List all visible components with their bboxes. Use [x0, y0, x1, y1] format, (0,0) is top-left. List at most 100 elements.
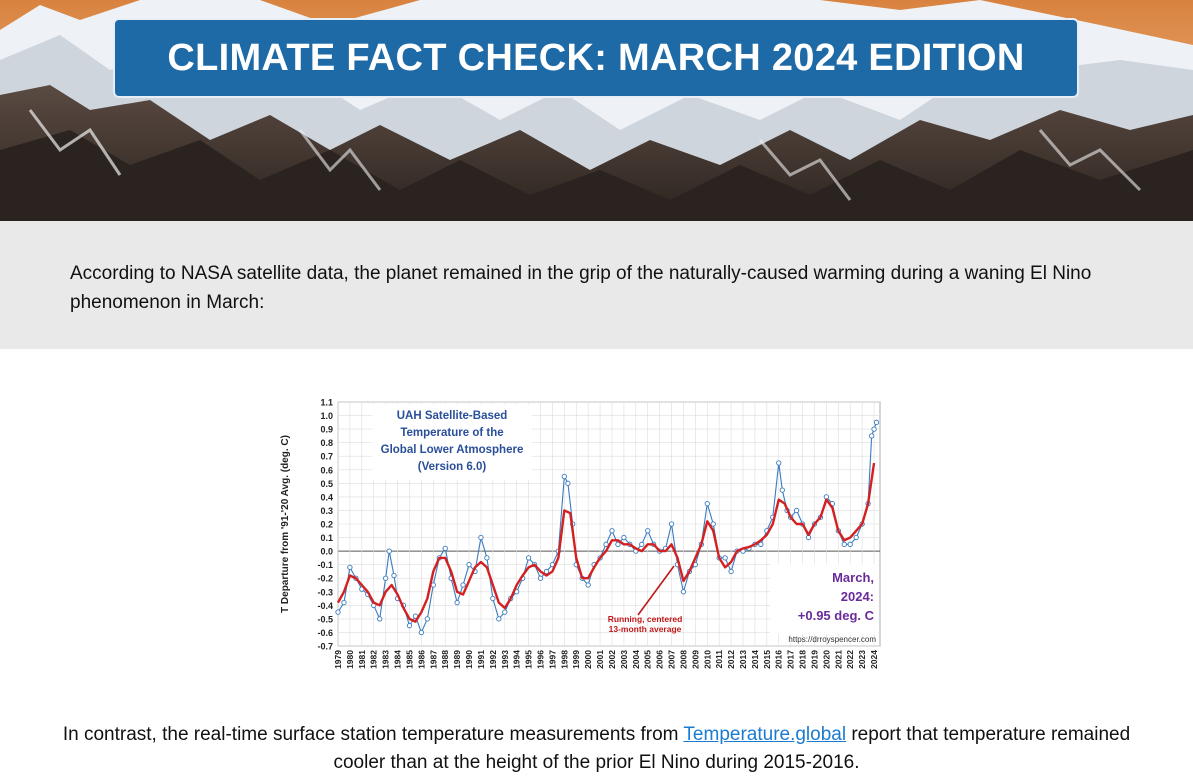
monthly-data-point	[442, 545, 448, 552]
monthly-data-point	[585, 582, 591, 588]
x-tick-label: 1996	[536, 650, 546, 669]
monthly-data-point	[484, 555, 490, 561]
monthly-data-point	[779, 487, 785, 493]
monthly-data-point	[621, 534, 627, 541]
x-tick-label: 1988	[440, 650, 450, 669]
monthly-data-point	[758, 541, 764, 547]
temperature-global-link[interactable]: Temperature.global	[683, 724, 847, 745]
x-tick-label: 1998	[559, 650, 569, 669]
y-tick-label: -0.2	[317, 574, 333, 584]
x-tick-label: 2012	[726, 650, 736, 669]
y-tick-label: 0.0	[320, 547, 333, 557]
monthly-data-point	[565, 480, 571, 486]
monthly-data-point	[853, 534, 859, 541]
y-tick-label: -0.5	[317, 614, 333, 624]
monthly-data-point	[377, 616, 383, 622]
monthly-data-point	[793, 507, 800, 514]
x-tick-label: 1984	[393, 650, 403, 669]
y-tick-label: -0.4	[317, 601, 333, 611]
chart-credit: https://drroyspencer.com	[788, 635, 876, 644]
x-tick-label: 1994	[512, 650, 522, 669]
y-tick-label: 0.4	[320, 492, 333, 502]
monthly-data-point	[873, 419, 880, 425]
x-tick-label: 1982	[369, 650, 379, 669]
y-tick-label: 0.1	[320, 533, 333, 543]
monthly-data-point	[645, 528, 651, 534]
latest-value-line: 2024:	[841, 589, 874, 604]
hero-banner: CLIMATE FACT CHECK: MARCH 2024 EDITION	[0, 0, 1193, 221]
latest-value-line: +0.95 deg. C	[798, 608, 875, 623]
x-tick-label: 2015	[762, 650, 772, 669]
y-tick-label: 0.5	[320, 479, 333, 489]
x-tick-label: 1995	[524, 650, 534, 669]
x-tick-label: 1992	[488, 650, 498, 669]
y-tick-label: 1.1	[320, 398, 333, 408]
x-tick-label: 2004	[631, 650, 641, 669]
latest-value-box	[770, 564, 878, 634]
x-tick-label: 1986	[416, 650, 426, 669]
x-tick-label: 2017	[786, 650, 796, 669]
x-tick-label: 1991	[476, 650, 486, 669]
x-tick-label: 2003	[619, 650, 629, 669]
monthly-data-point	[496, 616, 502, 622]
x-tick-label: 1999	[571, 650, 581, 669]
monthly-data-point	[335, 609, 341, 615]
x-tick-label: 2005	[643, 650, 653, 669]
monthly-data-point	[710, 521, 716, 527]
title-banner: CLIMATE FACT CHECK: MARCH 2024 EDITION	[113, 18, 1079, 98]
intro-text: According to NASA satellite data, the pl…	[70, 263, 1092, 313]
running-average-line	[336, 462, 876, 623]
x-tick-label: 2013	[738, 650, 748, 669]
chart-title-line: (Version 6.0)	[418, 461, 487, 473]
chart-svg: 1.1 1.0 0.9 0.8 0.7 0.6 0.5 0.4 0.3 0.2 0.1 0.0 -0.1…	[280, 398, 881, 669]
monthly-data-point	[391, 572, 397, 579]
latest-value-line: March,	[832, 570, 874, 585]
outro-text-after: report that temperature remained cooler …	[333, 724, 1131, 773]
x-tick-label: 1993	[500, 650, 510, 669]
y-tick-label: 0.7	[320, 452, 333, 462]
y-tick-label: -0.1	[317, 560, 333, 570]
running-label-line: Running, centered	[608, 614, 683, 624]
x-tick-label: 2007	[667, 650, 677, 669]
monthly-data-point	[871, 426, 877, 432]
monthly-data-point	[728, 568, 734, 575]
chart-title-box	[372, 404, 532, 480]
monthly-data-point	[502, 609, 508, 615]
monthly-data-point	[466, 562, 472, 568]
x-tick-label: 2006	[655, 650, 665, 669]
x-tick-label: 2010	[702, 650, 712, 669]
monthly-data-point	[869, 433, 875, 439]
x-tick-label: 2002	[607, 650, 617, 669]
monthly-data-point	[668, 521, 675, 527]
monthly-data-point	[680, 589, 687, 595]
x-tick-label: 2020	[821, 650, 831, 669]
monthly-data-point	[722, 555, 728, 561]
x-tick-label: 1990	[464, 650, 474, 669]
monthly-data-point	[418, 629, 425, 636]
monthly-data-point	[460, 582, 466, 588]
y-tick-label: 0.6	[320, 465, 333, 475]
x-tick-label: 2016	[774, 650, 784, 669]
page-title: CLIMATE FACT CHECK: MARCH 2024 EDITION	[167, 36, 1025, 79]
y-axis-label: T Departure from '91-'20 Avg. (deg. C)	[280, 435, 291, 613]
monthly-data-point	[347, 564, 353, 571]
y-tick-label: 0.8	[320, 438, 333, 448]
monthly-data-point	[609, 528, 615, 534]
x-tick-label: 2024	[869, 650, 879, 669]
monthly-data-point	[490, 595, 496, 602]
monthly-data-point	[847, 541, 853, 547]
monthly-data-point	[478, 534, 484, 541]
uah-temperature-chart: 1.1 1.0 0.9 0.8 0.7 0.6 0.5 0.4 0.3 0.2 0.1 0.0 -0.1…	[276, 394, 888, 684]
outro-text-before: In contrast, the real-time surface stati…	[62, 724, 684, 745]
monthly-data-point	[406, 623, 413, 629]
x-tick-label: 2014	[750, 650, 760, 669]
x-tick-label: 1997	[547, 650, 557, 669]
monthly-data-point	[382, 575, 389, 581]
chart-title-line: Temperature of the	[400, 427, 503, 439]
x-tick-label: 1985	[404, 650, 414, 669]
x-tick-label: 1981	[357, 650, 367, 669]
y-tick-label: 1.0	[320, 411, 333, 421]
x-tick-label: 2001	[595, 650, 605, 669]
monthly-data-point	[639, 541, 645, 547]
chart-title-line: Global Lower Atmosphere	[381, 444, 524, 456]
